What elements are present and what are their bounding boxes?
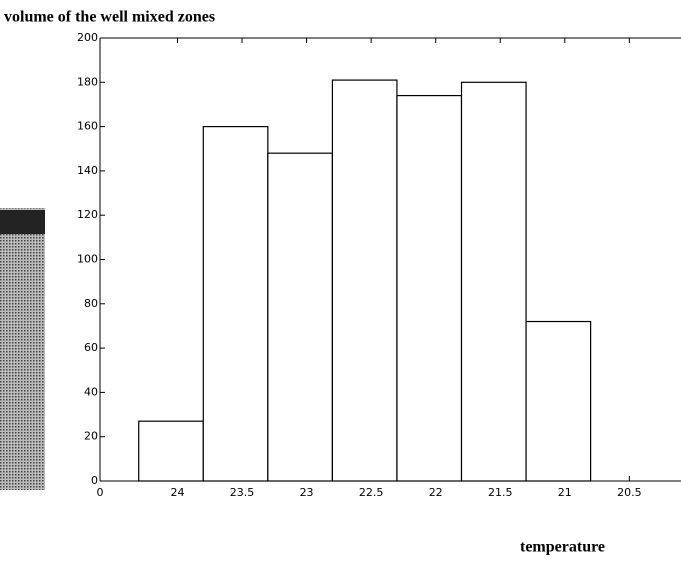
x-tick-label: 22.5 — [359, 486, 384, 499]
bar — [139, 421, 204, 481]
x-tick-label: 22 — [429, 486, 443, 499]
y-tick-label: 40 — [84, 385, 98, 398]
y-tick-label: 180 — [77, 75, 98, 88]
x-tick-label: 0 — [97, 486, 104, 499]
y-tick-label: 80 — [84, 297, 98, 310]
y-tick-label: 20 — [84, 430, 98, 443]
x-axis-label: temperature — [520, 539, 605, 556]
x-tick-label: 23 — [300, 486, 314, 499]
y-tick-label: 140 — [77, 164, 98, 177]
background-image-strip — [0, 208, 45, 490]
chart: volume of the well mixed zones temperatu… — [0, 0, 681, 562]
x-tick-label: 21 — [558, 486, 572, 499]
x-tick-label: 21.5 — [488, 486, 513, 499]
bar — [268, 153, 333, 481]
x-tick-label: 24 — [170, 486, 184, 499]
y-tick-label: 120 — [77, 208, 98, 221]
bar — [526, 322, 591, 481]
bar — [397, 96, 462, 481]
background-image-strip-top — [0, 210, 45, 234]
bar — [203, 127, 268, 481]
bar — [462, 82, 527, 481]
chart-title: volume of the well mixed zones — [4, 9, 215, 26]
y-tick-label: 60 — [84, 341, 98, 354]
y-tick-label: 200 — [77, 31, 98, 44]
x-tick-label: 23.5 — [230, 486, 255, 499]
bar — [332, 80, 397, 481]
y-tick-label: 100 — [77, 253, 98, 266]
y-tick-label: 160 — [77, 120, 98, 133]
x-tick-label: 20.5 — [617, 486, 642, 499]
